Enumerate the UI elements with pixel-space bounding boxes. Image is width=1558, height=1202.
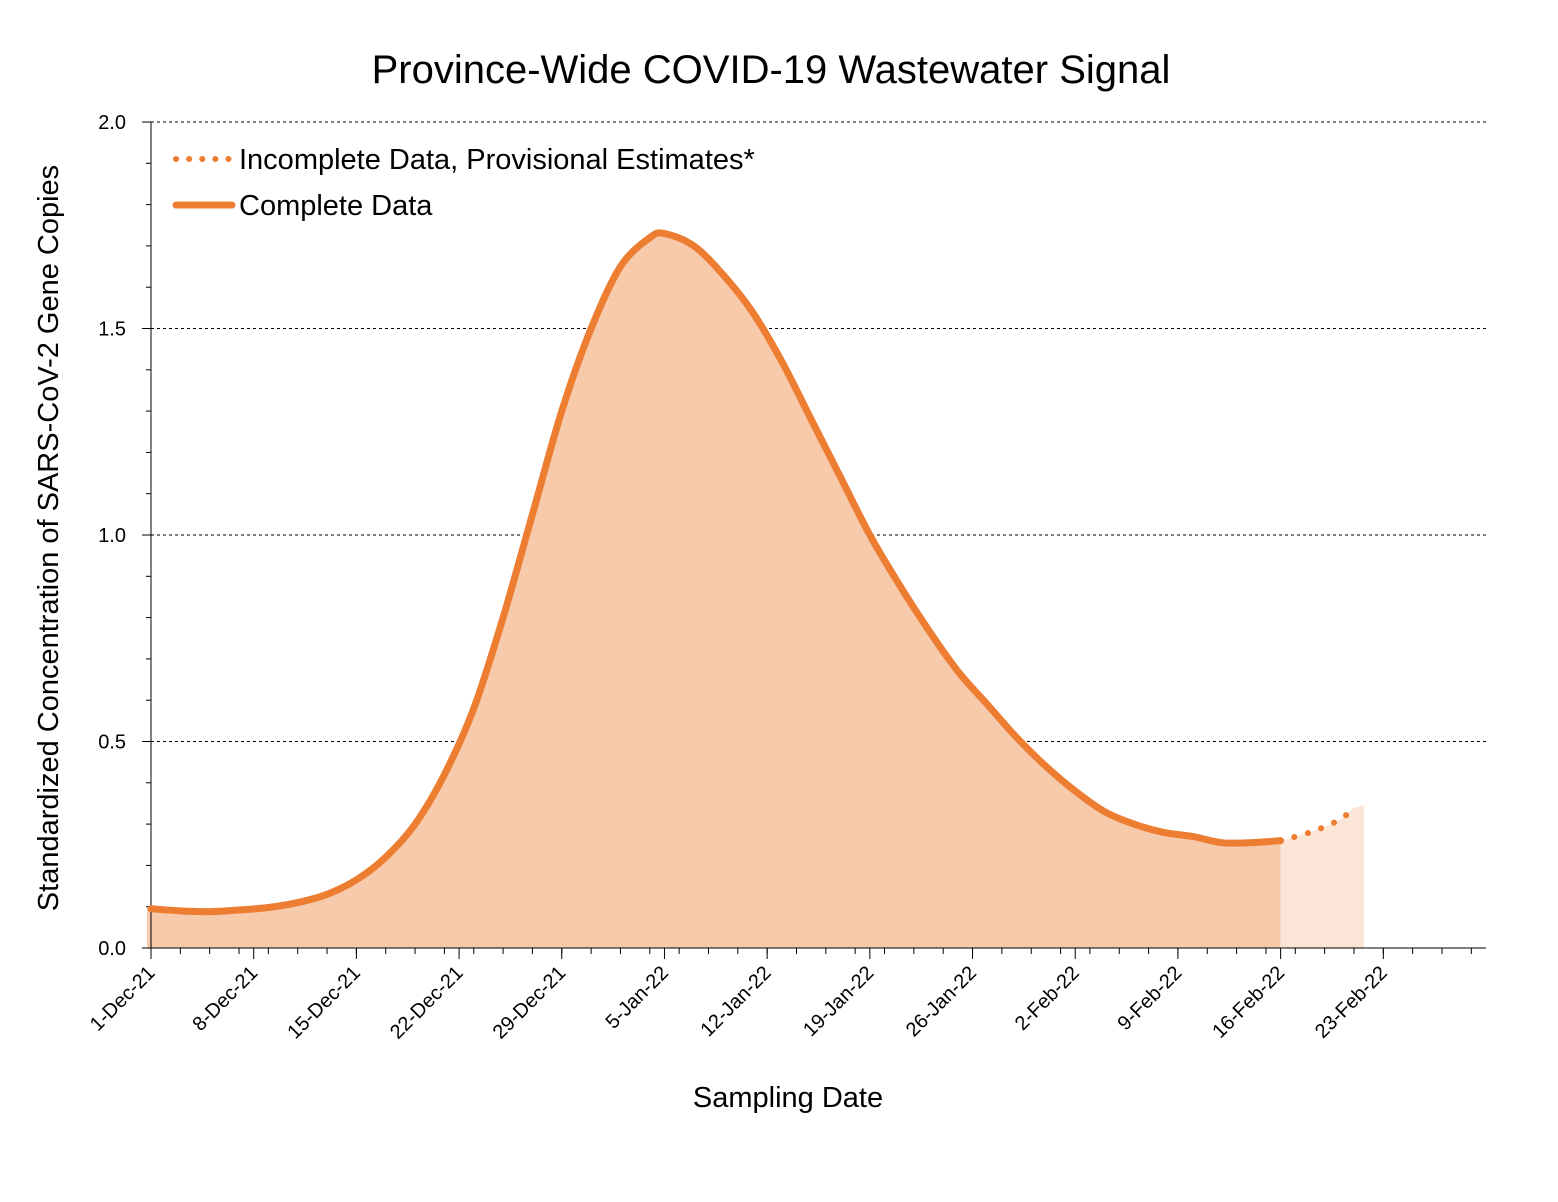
legend-label-provisional: Incomplete Data, Provisional Estimates* <box>239 144 755 176</box>
y-axis-title: Standardized Concentration of SARS-CoV-2… <box>33 165 65 911</box>
area-fills <box>147 232 1364 948</box>
x-tick-label: 5-Jan-22 <box>602 962 673 1033</box>
x-tick-label: 19-Jan-22 <box>799 962 878 1041</box>
y-tick-label: 2.0 <box>98 112 126 134</box>
series-lines <box>147 229 1357 916</box>
y-tick-label: 0.0 <box>98 938 126 960</box>
x-tick-label: 2-Feb-22 <box>1011 962 1084 1035</box>
y-tick-label: 1.0 <box>98 525 126 547</box>
x-tick-label: 12-Jan-22 <box>696 962 775 1041</box>
x-tick-label: 1-Dec-21 <box>86 962 160 1036</box>
area-provisional <box>1280 805 1364 948</box>
y-tick-label: 1.5 <box>98 319 126 341</box>
y-tick-label: 0.5 <box>98 732 126 754</box>
x-tick-label: 26-Jan-22 <box>902 962 981 1041</box>
x-tick-labels: 1-Dec-21 8-Dec-21 15-Dec-21 22-Dec-21 29-Dec… <box>86 962 1392 1044</box>
x-tick-label: 23-Feb-22 <box>1311 962 1392 1043</box>
x-tick-label: 22-Dec-21 <box>386 962 468 1044</box>
line-complete-data <box>147 229 1285 916</box>
x-tick-label: 8-Dec-21 <box>189 962 263 1036</box>
x-tick-label: 16-Feb-22 <box>1208 962 1289 1043</box>
x-tick-label: 15-Dec-21 <box>283 962 365 1044</box>
x-tick-label: 29-Dec-21 <box>489 962 571 1044</box>
area-complete <box>147 232 1281 948</box>
line-provisional-estimates <box>1277 804 1357 844</box>
axes <box>142 121 1486 959</box>
chart-title: Province-Wide COVID-19 Wastewater Signal <box>371 48 1171 92</box>
x-axis-title: Sampling Date <box>693 1082 883 1114</box>
legend: Incomplete Data, Provisional Estimates* … <box>172 144 755 222</box>
y-tick-labels: 0.0 0.5 1.0 1.5 2.0 <box>98 112 126 960</box>
legend-label-complete: Complete Data <box>239 190 433 222</box>
x-tick-label: 9-Feb-22 <box>1114 962 1187 1035</box>
